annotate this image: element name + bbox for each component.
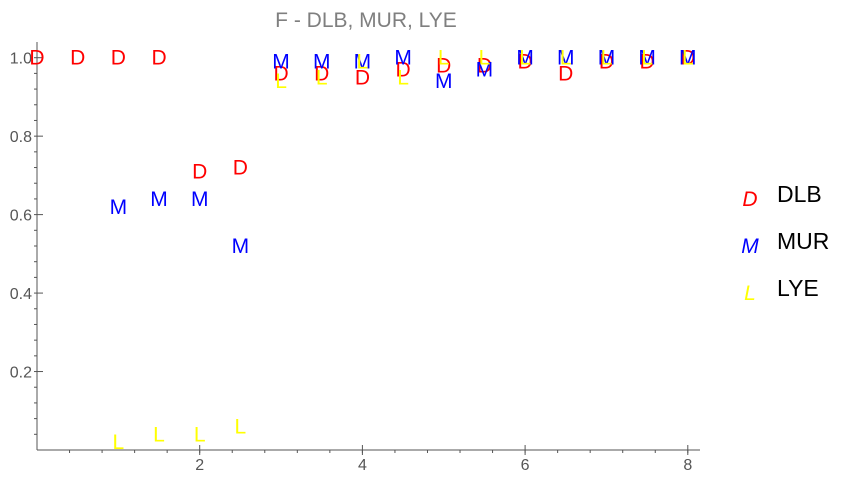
data-point: M	[435, 70, 453, 93]
y-tick-label: 1.0	[10, 51, 32, 68]
data-point: L	[275, 70, 287, 93]
data-point: L	[479, 47, 491, 70]
legend-item-dlb: D DLB	[742, 181, 821, 211]
series-lye: L L L L L L L L L L L L L L L	[113, 47, 694, 454]
data-point: D	[192, 160, 207, 183]
data-point: L	[560, 47, 572, 70]
data-point: L	[316, 66, 328, 89]
axes: 2 4 6 8 0.2 0.4 0.6 0.8 1.0	[10, 42, 700, 474]
legend-marker: L	[744, 282, 756, 305]
data-point: D	[314, 62, 329, 85]
y-tick-label: 0.8	[10, 129, 32, 146]
data-point: D	[436, 55, 451, 78]
data-point: D	[680, 47, 695, 70]
data-point: D	[395, 58, 410, 81]
data-point: M	[191, 188, 209, 211]
data-point: M	[476, 58, 494, 81]
data-point: D	[233, 157, 248, 180]
legend-label: DLB	[777, 181, 822, 207]
data-point: M	[557, 47, 575, 70]
data-point: L	[438, 47, 450, 70]
legend-marker: D	[742, 188, 757, 211]
data-point: D	[70, 47, 85, 70]
data-point: D	[640, 51, 655, 74]
data-point: M	[354, 51, 372, 74]
data-point: M	[110, 196, 128, 219]
data-point: L	[641, 47, 653, 70]
series-dlb: D D D D D D D D D D D D D D D D D	[29, 47, 695, 184]
data-point: D	[355, 66, 370, 89]
data-point: L	[194, 423, 206, 446]
x-tick-label: 6	[521, 457, 530, 474]
data-point: L	[397, 66, 409, 89]
x-tick-label: 2	[195, 457, 204, 474]
y-tick-label: 0.4	[10, 286, 32, 303]
data-point: M	[638, 47, 656, 70]
data-point: M	[516, 47, 534, 70]
data-point: D	[151, 47, 166, 70]
data-point: D	[111, 47, 126, 70]
data-point: D	[29, 47, 44, 70]
data-point: L	[682, 47, 694, 70]
data-point: M	[313, 51, 331, 74]
chart-title: F - DLB, MUR, LYE	[275, 9, 457, 32]
data-point: L	[357, 51, 369, 74]
data-point: M	[232, 235, 250, 258]
legend-item-lye: L LYE	[744, 275, 819, 305]
legend: D DLB M MUR L LYE	[741, 181, 829, 305]
legend-label: MUR	[777, 228, 829, 254]
data-point: D	[477, 55, 492, 78]
data-point: D	[518, 51, 533, 74]
legend-item-mur: M MUR	[741, 228, 829, 258]
legend-label: LYE	[777, 275, 819, 301]
data-point: M	[150, 188, 168, 211]
y-tick-label: 0.2	[10, 365, 32, 382]
data-point: L	[601, 47, 613, 70]
y-tick-label: 0.6	[10, 208, 32, 225]
data-point: D	[558, 62, 573, 85]
data-point: L	[153, 423, 165, 446]
data-point: D	[273, 62, 288, 85]
legend-marker: M	[741, 235, 759, 258]
data-point: M	[679, 47, 697, 70]
data-point: L	[235, 415, 247, 438]
data-point: L	[519, 47, 531, 70]
data-point: D	[599, 51, 614, 74]
data-point: M	[272, 51, 290, 74]
x-tick-label: 4	[358, 457, 367, 474]
data-point: M	[598, 47, 616, 70]
data-point: M	[394, 47, 412, 70]
data-point: L	[113, 431, 125, 454]
x-tick-label: 8	[683, 457, 692, 474]
